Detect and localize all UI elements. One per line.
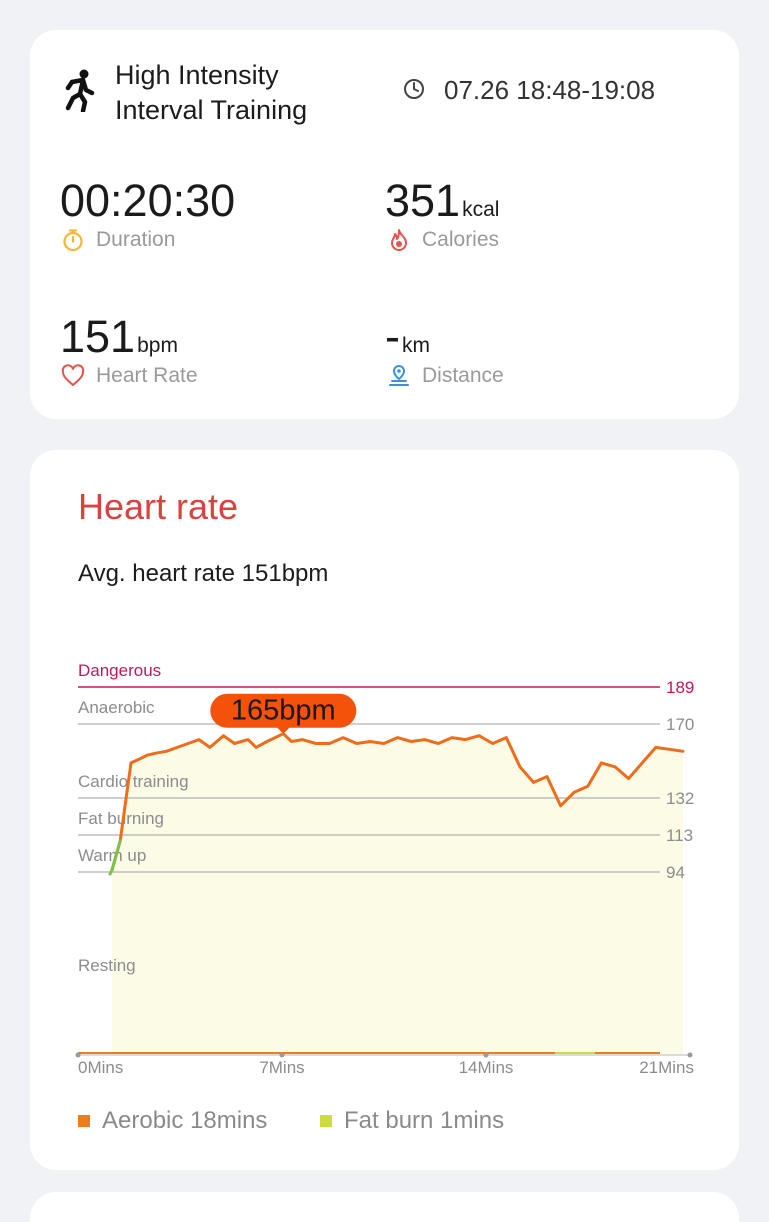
distance-unit: km <box>402 334 430 357</box>
location-pin-icon <box>389 364 409 386</box>
zone-threshold-anaerobic: 170 <box>666 715 694 734</box>
duration-label: Duration <box>96 228 176 251</box>
calories-label: Calories <box>422 228 500 251</box>
x-tick-dot <box>687 1052 693 1058</box>
heart-rate-line <box>110 732 685 872</box>
zone-label-anaerobic: Anaerobic <box>78 698 155 717</box>
x-tick-label: 0Mins <box>78 1058 123 1077</box>
flame-icon <box>391 229 407 251</box>
calories-unit: kcal <box>462 198 500 221</box>
peak-pointer <box>276 726 291 734</box>
x-tick-dot <box>75 1052 81 1058</box>
legend-swatch-aerobic <box>78 1115 90 1127</box>
zone-label-dangerous: Dangerous <box>78 661 161 680</box>
heart-rate-card: Heart rate Avg. heart rate 151bpm 189 Dan… <box>30 450 739 1170</box>
calories-value: 351 <box>385 175 461 226</box>
average-heart-rate: Avg. heart rate 151bpm <box>78 560 329 587</box>
heart-rate-unit: bpm <box>137 334 178 357</box>
legend-swatch-fat-burn <box>320 1115 332 1127</box>
x-tick-dot <box>279 1052 285 1058</box>
clock-icon <box>404 79 424 99</box>
distance-value: - <box>385 311 400 362</box>
calories-metric: 351kcal <box>385 178 499 223</box>
legend-fat-burn: Fat burn 1mins <box>320 1107 504 1135</box>
zone-label-fat-burning: Fat burning <box>78 809 164 828</box>
workout-title-line2: Interval Training <box>115 95 308 125</box>
heart-rate-title: Heart rate <box>78 486 239 527</box>
x-tick-dot <box>483 1052 489 1058</box>
legend-label-aerobic: Aerobic 18mins <box>102 1107 268 1134</box>
legend-label-fat-burn: Fat burn 1mins <box>344 1107 505 1134</box>
duration-value: 00:20:30 <box>60 175 236 226</box>
workout-summary-card: High Intensity Interval Training 07.26 1… <box>30 30 739 419</box>
x-tick-label: 21Mins <box>639 1058 694 1077</box>
workout-title-line1: High Intensity <box>115 60 279 90</box>
zone-threshold-fat-burning: 113 <box>666 826 693 845</box>
heart-rate-chart: 189 Dangerous 170 Anaerobic 132 Cardio traini… <box>75 661 694 1077</box>
workout-time-range: 07.26 18:48-19:08 <box>444 75 656 105</box>
zone-threshold-warm-up: 94 <box>666 863 685 882</box>
distance-metric: -km <box>385 314 430 359</box>
heart-rate-metric: 151bpm <box>60 314 178 359</box>
heart-rate-label: Heart Rate <box>96 364 198 387</box>
zone-threshold-dangerous: 189 <box>666 678 694 697</box>
distance-label: Distance <box>422 364 504 387</box>
x-tick-label: 7Mins <box>259 1058 304 1077</box>
peak-label: 165bpm <box>231 695 336 727</box>
heart-rate-value: 151 <box>60 311 136 362</box>
heart-icon <box>61 364 85 386</box>
running-person-icon <box>65 69 95 112</box>
peak-bubble <box>210 693 357 728</box>
workout-title: High Intensity Interval Training <box>115 58 307 128</box>
zone-label-resting: Resting <box>78 956 136 975</box>
legend-aerobic: Aerobic 18mins <box>78 1107 267 1135</box>
duration-metric: 00:20:30 <box>60 178 235 223</box>
next-card-peek <box>30 1192 739 1222</box>
x-tick-label: 14Mins <box>459 1058 514 1077</box>
heart-rate-area <box>112 733 683 1055</box>
zone-label-warm-up: Warm up <box>78 846 146 865</box>
zone-label-cardio-training: Cardio training <box>78 772 189 791</box>
zone-threshold-cardio-training: 132 <box>666 789 694 808</box>
heart-rate-warmup-segment <box>108 839 122 876</box>
stopwatch-icon <box>63 229 83 252</box>
